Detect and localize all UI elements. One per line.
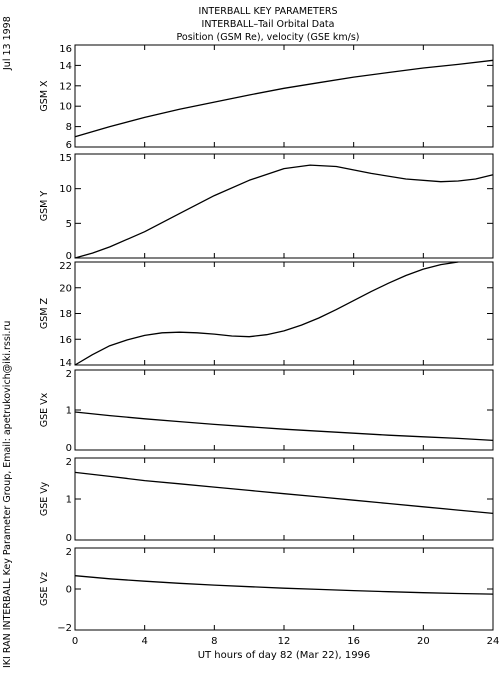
y-tick-label: 20 bbox=[59, 283, 72, 294]
y-axis-label: GSE Vz bbox=[39, 572, 50, 606]
y-tick-label: 18 bbox=[59, 309, 72, 320]
y-axis-label: GSM Z bbox=[39, 297, 50, 329]
y-tick-label: 5 bbox=[66, 219, 72, 230]
data-line bbox=[74, 164, 494, 259]
side-credit: IKI RAN INTERBALL Key Parameter Group, E… bbox=[2, 321, 13, 668]
panel-frame bbox=[74, 261, 494, 366]
y-tick-label: 22 bbox=[59, 261, 72, 272]
panel-6: −2 0 2 GSE Vz bbox=[39, 547, 494, 634]
panel-frame bbox=[74, 457, 494, 541]
panel-1: 6 8 10 12 14 16 GSM X bbox=[39, 44, 494, 151]
panel-4: 0 1 2 GSE Vx bbox=[39, 369, 494, 454]
y-tick-label: 10 bbox=[59, 184, 72, 195]
x-tick-label: 0 bbox=[72, 636, 78, 647]
panel-frame bbox=[74, 369, 494, 451]
y-axis-label: GSM Y bbox=[39, 191, 50, 222]
panel-2: 0 5 10 15 GSM Y bbox=[39, 153, 494, 262]
panel-frame bbox=[74, 547, 494, 631]
y-axis-label: GSE Vx bbox=[39, 392, 50, 427]
data-line bbox=[74, 575, 494, 595]
y-tick-label: 14 bbox=[59, 61, 72, 72]
y-tick-label: 14 bbox=[59, 358, 72, 369]
chart-title-line-1: INTERBALL KEY PARAMETERS bbox=[199, 6, 338, 17]
panel-frame bbox=[74, 153, 494, 259]
y-tick-label: 10 bbox=[59, 102, 72, 113]
y-tick-label: 1 bbox=[66, 406, 72, 417]
y-tick-label: 0 bbox=[66, 443, 72, 454]
y-tick-label: 0 bbox=[66, 533, 72, 544]
x-tick-label: 24 bbox=[487, 636, 500, 647]
y-tick-label: 16 bbox=[59, 335, 72, 346]
y-tick-label: 2 bbox=[66, 457, 72, 468]
data-line bbox=[74, 59, 494, 138]
y-tick-label: 1 bbox=[66, 495, 72, 506]
y-tick-label: 12 bbox=[59, 81, 72, 92]
y-tick-label: 6 bbox=[66, 140, 72, 151]
data-line bbox=[74, 411, 494, 442]
side-date: Jul 13 1998 bbox=[2, 16, 13, 71]
y-tick-label: 2 bbox=[66, 547, 72, 558]
panel-3: 14 16 18 20 22 GSM Z bbox=[39, 261, 494, 369]
x-tick-label: 16 bbox=[347, 636, 360, 647]
data-line bbox=[74, 471, 494, 515]
x-tick-label: 8 bbox=[211, 636, 217, 647]
y-tick-label: 16 bbox=[59, 44, 72, 55]
y-axis-label: GSE Vy bbox=[39, 481, 50, 516]
y-tick-label: 0 bbox=[66, 585, 72, 596]
chart-title-line-2: INTERBALL–Tail Orbital Data bbox=[202, 19, 335, 30]
x-tick-label: 20 bbox=[417, 636, 430, 647]
data-line bbox=[74, 261, 459, 366]
y-tick-label: 8 bbox=[66, 122, 72, 133]
x-tick-label: 12 bbox=[278, 636, 291, 647]
panel-5: 0 1 2 GSE Vy bbox=[39, 457, 494, 544]
y-tick-label: 2 bbox=[66, 369, 72, 380]
y-tick-label: −2 bbox=[57, 623, 72, 634]
y-axis-label: GSM X bbox=[39, 80, 50, 112]
chart-title-line-3: Position (GSM Re), velocity (GSE km/s) bbox=[177, 32, 360, 43]
x-axis-label: UT hours of day 82 (Mar 22), 1996 bbox=[198, 650, 371, 661]
x-tick-label: 4 bbox=[141, 636, 147, 647]
panel-frame bbox=[74, 44, 494, 148]
y-tick-label: 0 bbox=[66, 251, 72, 262]
y-tick-label: 15 bbox=[59, 153, 72, 164]
